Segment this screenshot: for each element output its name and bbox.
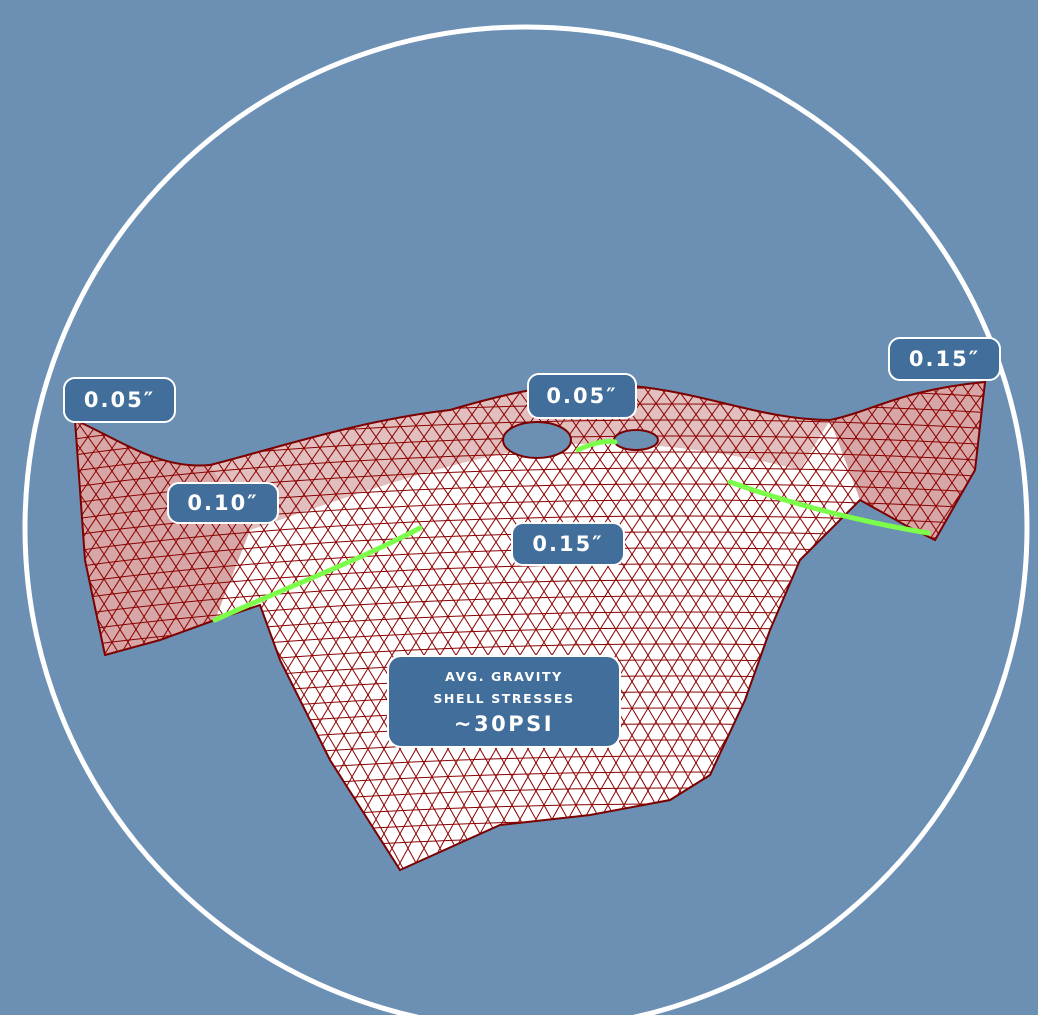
mesh-line xyxy=(347,382,689,870)
mesh-line xyxy=(879,382,985,870)
thickness-label-left-tip: 0.05″ xyxy=(63,377,176,423)
mesh-line xyxy=(75,382,129,870)
mesh-line xyxy=(0,360,20,900)
mesh-line xyxy=(863,382,985,870)
support-left xyxy=(212,525,423,623)
mesh-line xyxy=(975,382,985,870)
mesh-line xyxy=(988,360,1038,900)
mesh-line xyxy=(0,360,52,900)
stress-note-value: ~30PSI xyxy=(453,711,555,736)
mesh-line xyxy=(927,382,985,870)
frame-circle xyxy=(22,24,1030,1015)
mesh-line xyxy=(971,382,985,870)
support-center xyxy=(575,439,618,453)
thickness-label-left-valley: 0.10″ xyxy=(167,482,279,524)
mesh-line xyxy=(0,360,16,900)
left-wall-shading xyxy=(75,420,250,655)
mesh-line xyxy=(911,382,985,870)
back-ridge-shading xyxy=(210,384,830,530)
mesh-line xyxy=(75,382,85,870)
mesh-line xyxy=(443,382,785,870)
opening-left xyxy=(502,421,572,459)
mesh-line xyxy=(75,382,145,870)
mesh-line xyxy=(75,467,985,509)
mesh-line xyxy=(1020,360,1038,900)
mesh-line xyxy=(459,382,801,870)
mesh-line xyxy=(75,382,81,870)
support-lines xyxy=(212,439,931,623)
mesh-line xyxy=(831,382,985,870)
stress-note-box: AVG. GRAVITY SHELL STRESSES ~30PSI xyxy=(387,655,621,748)
mesh-line xyxy=(395,382,737,870)
mesh-line xyxy=(1024,360,1038,900)
support-right xyxy=(727,479,931,536)
mesh-line xyxy=(75,835,985,870)
mesh-line xyxy=(75,483,985,525)
mesh-line xyxy=(75,819,985,861)
mesh-line xyxy=(0,360,4,900)
mesh-line xyxy=(523,382,865,870)
mesh-line xyxy=(363,382,705,870)
mesh-line xyxy=(40,340,1010,380)
mesh-line xyxy=(475,382,817,870)
thickness-label-center-top: 0.05″ xyxy=(527,373,637,419)
thickness-label-right-tip: 0.15″ xyxy=(888,337,1001,381)
mesh-line xyxy=(0,360,32,900)
thickness-label-center-dome: 0.15″ xyxy=(511,522,625,566)
mesh-line xyxy=(75,499,985,541)
stress-note-line2: SHELL STRESSES xyxy=(433,690,575,706)
mesh-line xyxy=(491,382,833,870)
shell-surface xyxy=(0,340,1038,900)
mesh-line xyxy=(0,360,48,900)
mesh-line xyxy=(1008,360,1038,900)
mesh-line xyxy=(379,382,721,870)
opening-right xyxy=(613,429,659,451)
mesh-line xyxy=(75,451,985,493)
mesh-line xyxy=(427,382,769,870)
stress-note-line1: AVG. GRAVITY xyxy=(445,668,563,684)
right-wall-shading xyxy=(830,382,985,540)
mesh-line xyxy=(847,382,985,870)
mesh-line xyxy=(815,382,985,870)
mesh-line xyxy=(895,382,985,870)
mesh-line xyxy=(507,382,849,870)
mesh-line xyxy=(411,382,753,870)
mesh-line xyxy=(75,382,985,397)
